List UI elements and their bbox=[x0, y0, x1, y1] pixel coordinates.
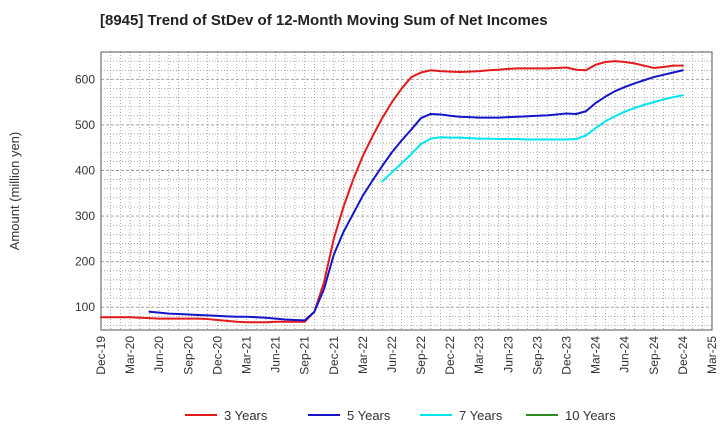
series-line bbox=[148, 69, 684, 322]
x-tick-label: Dec-21 bbox=[327, 336, 341, 375]
y-tick-label: 400 bbox=[75, 163, 95, 177]
x-tick-label: Mar-24 bbox=[589, 336, 603, 374]
plot-frame bbox=[100, 51, 713, 331]
x-tick-label: Dec-20 bbox=[210, 336, 224, 375]
legend-label: 5 Years bbox=[347, 408, 391, 423]
chart-title: [8945] Trend of StDev of 12-Month Moving… bbox=[100, 12, 548, 29]
legend-label: 10 Years bbox=[565, 408, 616, 423]
x-tick-label: Jun-23 bbox=[501, 336, 515, 373]
x-tick-label: Dec-22 bbox=[443, 336, 457, 375]
x-tick-label: Jun-20 bbox=[152, 336, 166, 373]
y-axis-title: Amount (million yen) bbox=[7, 132, 22, 251]
x-tick-label: Dec-19 bbox=[94, 336, 108, 375]
y-tick-label: 500 bbox=[75, 118, 95, 132]
x-tick-label: Mar-23 bbox=[472, 336, 486, 374]
y-tick-label: 100 bbox=[75, 300, 95, 314]
y-tick-label: 600 bbox=[75, 72, 95, 86]
plot-area bbox=[101, 52, 712, 330]
series-line bbox=[381, 94, 684, 183]
legend-label: 7 Years bbox=[459, 408, 503, 423]
x-tick-label: Sep-21 bbox=[298, 336, 312, 375]
x-tick-label: Dec-23 bbox=[560, 336, 574, 375]
x-tick-label: Mar-22 bbox=[356, 336, 370, 374]
x-tick-label: Sep-23 bbox=[530, 336, 544, 375]
series-line bbox=[100, 60, 684, 324]
legend-label: 3 Years bbox=[224, 408, 268, 423]
x-tick-label: Sep-24 bbox=[647, 336, 661, 375]
x-tick-label: Mar-20 bbox=[123, 336, 137, 374]
y-tick-label: 200 bbox=[75, 255, 95, 269]
x-tick-label: Mar-21 bbox=[239, 336, 253, 374]
x-tick-label: Dec-24 bbox=[676, 336, 690, 375]
x-tick-label: Jun-24 bbox=[618, 336, 632, 373]
x-tick-label: Mar-25 bbox=[705, 336, 719, 374]
x-tick-label: Jun-21 bbox=[269, 336, 283, 373]
y-tick-label: 300 bbox=[75, 209, 95, 223]
x-tick-label: Sep-22 bbox=[414, 336, 428, 375]
x-tick-label: Sep-20 bbox=[181, 336, 195, 375]
x-tick-label: Jun-22 bbox=[385, 336, 399, 373]
